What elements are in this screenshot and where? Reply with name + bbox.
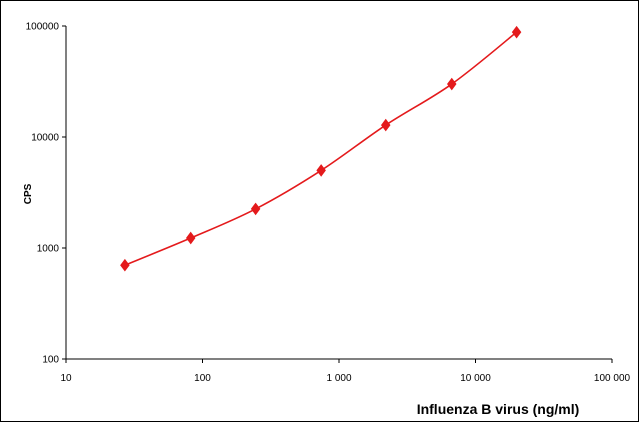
data-point-marker xyxy=(447,77,457,91)
x-tick-label: 100 xyxy=(194,373,211,384)
data-point-marker xyxy=(316,164,326,177)
y-tick-label: 10000 xyxy=(31,133,59,144)
y-ticks: 100 1000 10000 100000 xyxy=(26,22,66,366)
data-point-marker xyxy=(511,25,522,39)
data-point-marker xyxy=(120,258,130,272)
data-point-marker xyxy=(185,231,196,245)
axes xyxy=(65,26,612,360)
x-tick-label: 10 xyxy=(60,373,72,384)
y-tick-label: 100000 xyxy=(26,22,60,33)
y-tick-label: 1000 xyxy=(37,244,60,255)
x-tick-label: 1 000 xyxy=(326,373,351,384)
data-point-marker xyxy=(380,118,391,132)
y-axis-title: CPS xyxy=(23,183,34,204)
series-layer xyxy=(120,25,522,272)
x-tick-label: 100 000 xyxy=(594,373,631,384)
series-line xyxy=(124,31,518,266)
x-axis-title: Influenza B virus (ng/ml) xyxy=(417,401,580,417)
data-point-marker xyxy=(250,202,261,216)
x-ticks: 10 100 1 000 10 000 100 000 xyxy=(60,359,631,384)
x-tick-label: 10 000 xyxy=(460,373,491,384)
y-tick-label: 100 xyxy=(42,355,59,366)
